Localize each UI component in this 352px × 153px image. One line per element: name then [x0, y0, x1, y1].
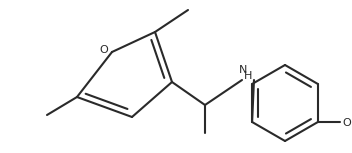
Text: N: N: [239, 65, 247, 75]
Text: O: O: [342, 118, 351, 128]
Text: H: H: [244, 71, 252, 81]
Text: O: O: [100, 45, 108, 55]
